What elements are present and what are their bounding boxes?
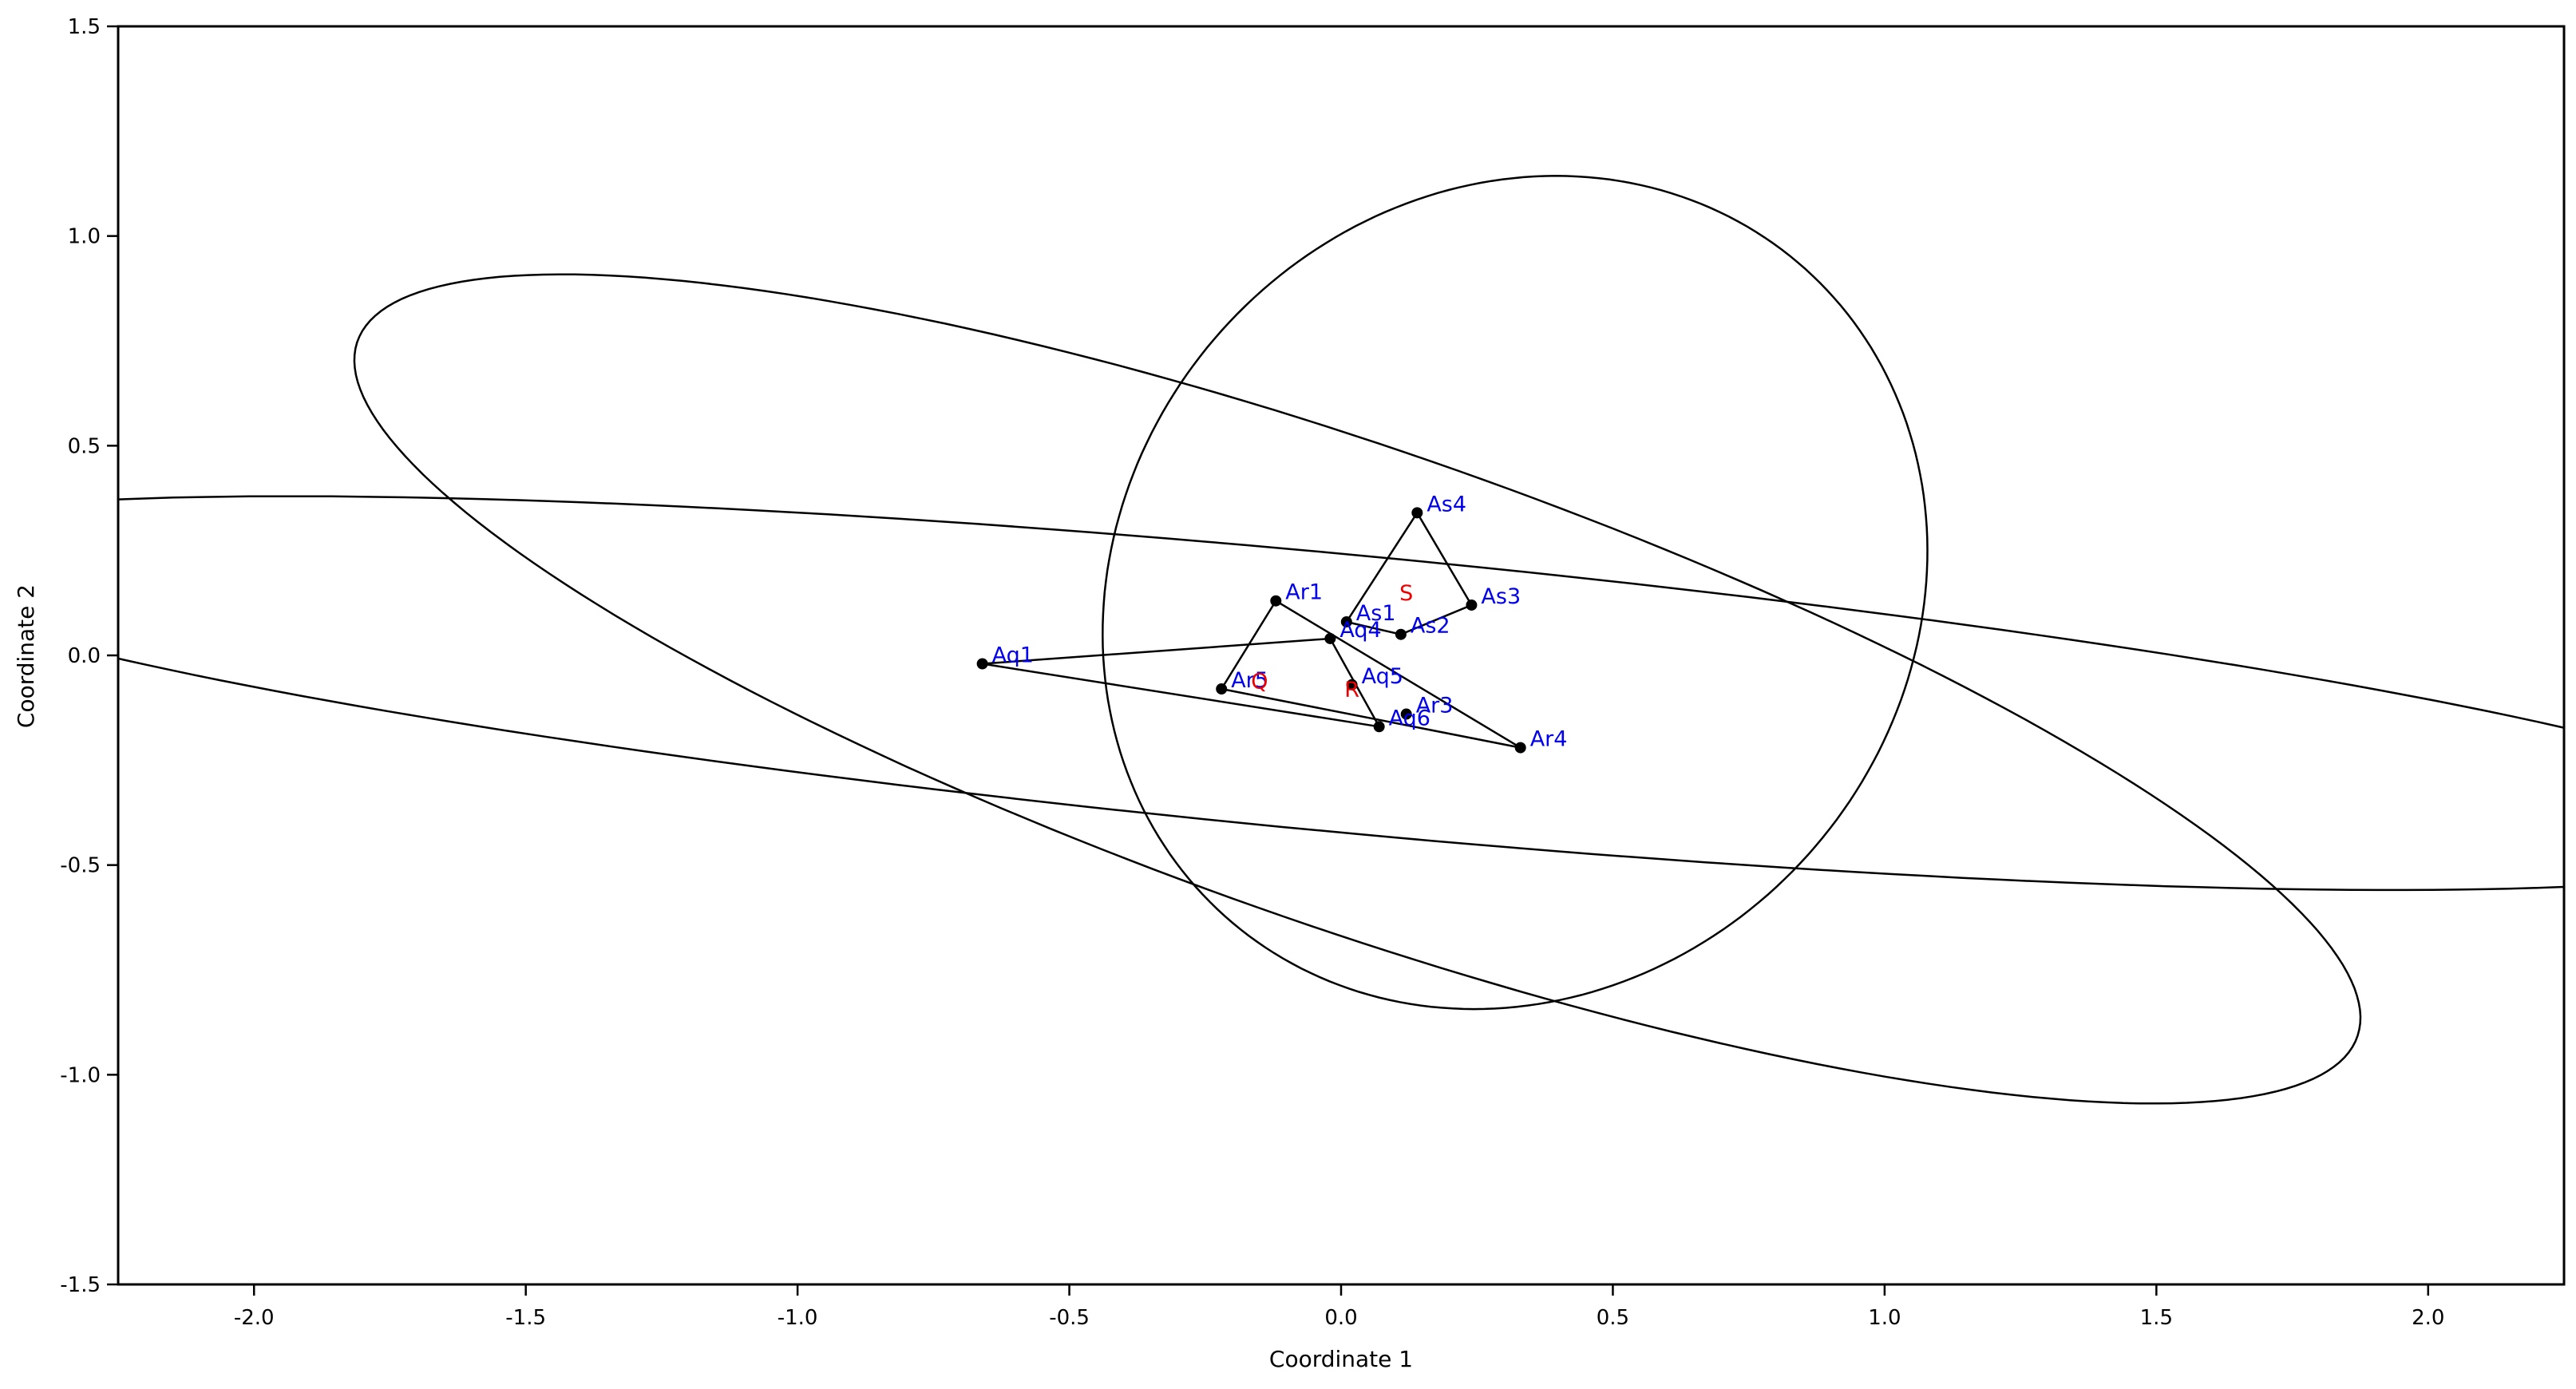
point-label-ar4: Ar4: [1530, 727, 1568, 752]
point-label-aq4: Aq4: [1339, 618, 1381, 643]
point-label-ar5: Ar5: [1231, 668, 1268, 693]
y-axis-title: Coordinate 2: [13, 584, 39, 728]
data-point-aq6: [1373, 721, 1385, 733]
convex-hull-1: [982, 637, 1382, 728]
point-label-aq5: Aq5: [1362, 664, 1403, 689]
y-tick-label: -1.5: [60, 1273, 101, 1297]
x-tick-label: 1.5: [2140, 1306, 2173, 1330]
convex-hull-2: [1220, 599, 1521, 749]
point-label-as2: As2: [1411, 614, 1450, 639]
point-layer: [976, 507, 1526, 754]
x-axis-ticks: -2.0 -1.5 -1.0 -0.5 0.0 0.5 1.0 1.5 2.0: [234, 1284, 2444, 1330]
x-tick-label: 0.0: [1324, 1306, 1357, 1330]
y-tick-label: 1.0: [68, 225, 101, 249]
ellipse-layer: [118, 175, 2564, 1105]
label-layer: Aq1 Aq4 Aq5 Aq6 Ar1 Ar3 Ar4 Ar5 As1 As2 As3 As4: [992, 492, 1568, 751]
confidence-ellipse-1: [118, 495, 2564, 892]
confidence-ellipse-2: [353, 273, 2362, 1105]
data-point-ar5: [1216, 683, 1228, 695]
point-label-aq6: Aq6: [1389, 706, 1430, 730]
x-tick-label: 0.5: [1597, 1306, 1629, 1330]
x-axis-title: Coordinate 1: [1269, 1346, 1413, 1372]
data-point-as3: [1466, 599, 1478, 611]
centroid-layer: Q R S: [1251, 581, 1413, 702]
data-point-as4: [1411, 507, 1423, 519]
data-point-ar4: [1514, 742, 1526, 754]
y-tick-label: 1.5: [68, 15, 101, 39]
y-tick-label: -1.0: [60, 1063, 101, 1087]
x-tick-label: -0.5: [1049, 1306, 1090, 1330]
point-label-ar3: Ar3: [1416, 694, 1454, 718]
point-label-as1: As1: [1356, 601, 1396, 626]
centroid-label-q: Q: [1251, 670, 1268, 694]
data-point-ar1: [1270, 595, 1282, 607]
x-tick-label: -2.0: [234, 1306, 275, 1330]
data-point-as1: [1340, 615, 1352, 627]
x-tick-label: 1.0: [1868, 1306, 1901, 1330]
data-point-aq5: [1346, 679, 1358, 691]
data-point-aq1: [976, 658, 988, 670]
point-label-as3: As3: [1481, 584, 1521, 609]
data-point-ar3: [1400, 708, 1412, 720]
point-label-as4: As4: [1426, 492, 1466, 516]
point-label-aq1: Aq1: [992, 643, 1034, 668]
plot-frame: [117, 25, 2566, 1286]
data-point-as2: [1395, 628, 1407, 640]
point-label-ar1: Ar1: [1285, 580, 1323, 605]
y-tick-label: 0.5: [68, 434, 101, 458]
x-tick-label: -1.5: [505, 1306, 546, 1330]
x-tick-label: -1.0: [778, 1306, 818, 1330]
data-point-aq4: [1324, 632, 1336, 644]
centroid-label-r: R: [1344, 678, 1359, 702]
y-tick-label: -0.5: [60, 854, 101, 878]
y-axis-ticks: -1.5 -1.0 -0.5 0.0 0.5 1.0 1.5: [60, 15, 118, 1297]
centroid-label-s: S: [1399, 581, 1413, 606]
y-tick-label: 0.0: [68, 644, 101, 668]
confidence-ellipse-3: [1102, 175, 1929, 1011]
x-tick-label: 2.0: [2412, 1306, 2444, 1330]
